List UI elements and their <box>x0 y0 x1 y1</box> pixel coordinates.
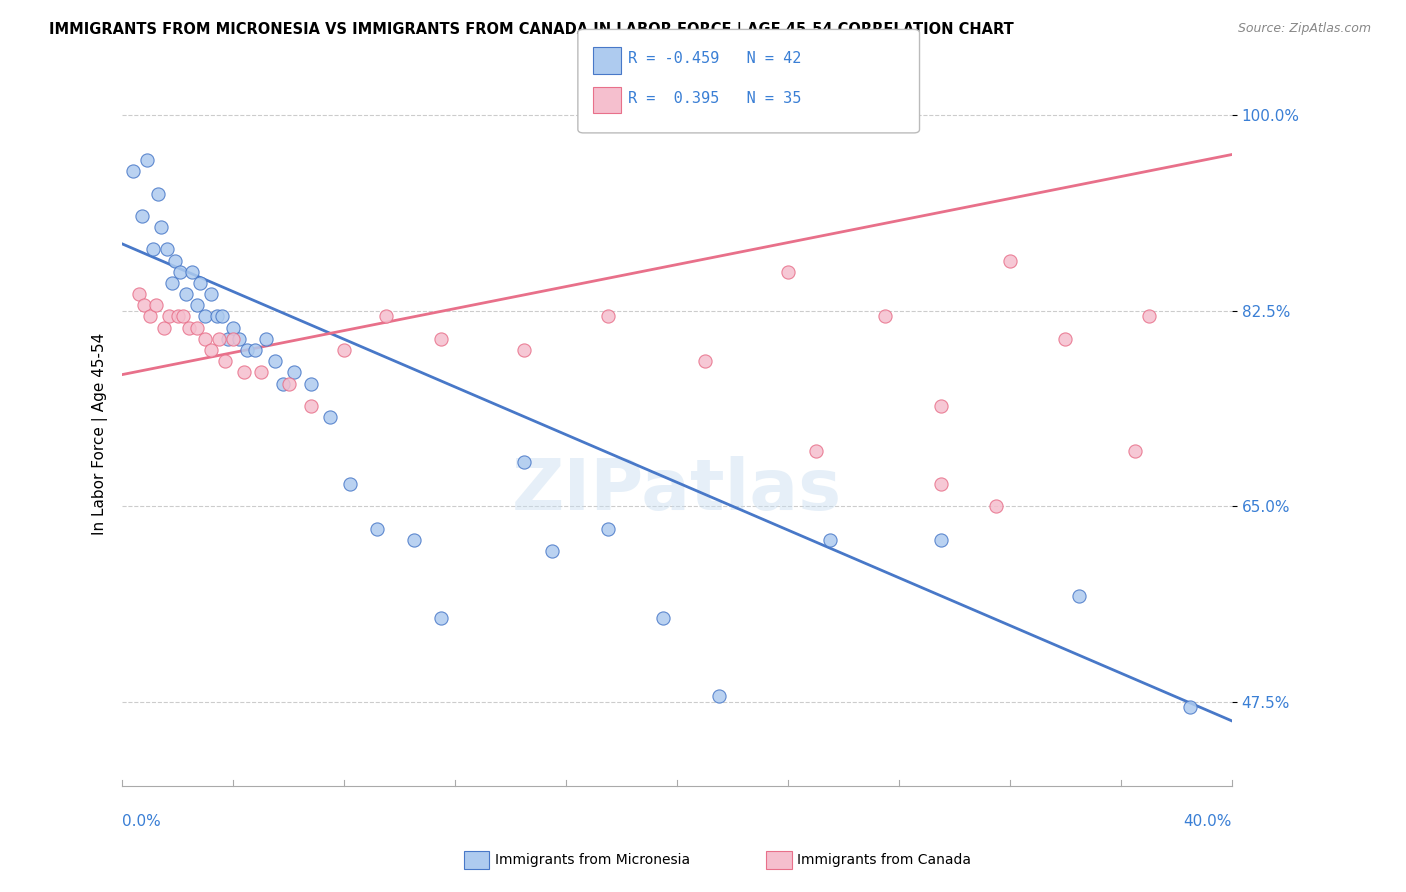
Point <box>142 243 165 257</box>
Point <box>200 287 222 301</box>
Point <box>188 276 211 290</box>
Point <box>277 376 299 391</box>
Point <box>245 343 267 357</box>
Point <box>299 376 322 391</box>
Point <box>271 376 294 391</box>
Point <box>1069 589 1091 603</box>
Point <box>194 310 217 324</box>
Point <box>707 690 730 704</box>
Point <box>222 332 245 346</box>
Text: 0.0%: 0.0% <box>122 814 160 829</box>
Point <box>430 332 453 346</box>
Point <box>139 310 162 324</box>
Point <box>693 354 716 368</box>
Point <box>366 522 388 536</box>
Point <box>134 298 156 312</box>
Point <box>776 265 799 279</box>
Point <box>150 220 173 235</box>
Point <box>1123 443 1146 458</box>
Text: Immigrants from Canada: Immigrants from Canada <box>797 853 972 867</box>
Point <box>541 544 564 558</box>
Point <box>128 287 150 301</box>
Point <box>169 265 191 279</box>
Point <box>200 343 222 357</box>
Point <box>166 310 188 324</box>
Point <box>929 399 952 413</box>
Point <box>250 365 273 379</box>
Point <box>818 533 841 547</box>
Point <box>153 320 176 334</box>
Point <box>513 343 536 357</box>
Point <box>596 522 619 536</box>
Point <box>875 310 897 324</box>
Point <box>211 310 233 324</box>
Point <box>155 243 177 257</box>
Point <box>160 276 183 290</box>
Point <box>299 399 322 413</box>
Point <box>217 332 239 346</box>
Point <box>1180 700 1202 714</box>
Point <box>402 533 425 547</box>
Point <box>136 153 159 167</box>
Point <box>929 533 952 547</box>
Text: R = -0.459   N = 42: R = -0.459 N = 42 <box>628 52 801 66</box>
Text: Immigrants from Micronesia: Immigrants from Micronesia <box>495 853 690 867</box>
Point <box>596 310 619 324</box>
Point <box>236 343 259 357</box>
Point <box>1137 310 1160 324</box>
Point <box>804 443 827 458</box>
Point <box>186 320 208 334</box>
Text: 40.0%: 40.0% <box>1184 814 1232 829</box>
Point <box>283 365 305 379</box>
Point <box>145 298 167 312</box>
Point <box>233 365 256 379</box>
Point <box>180 265 202 279</box>
Text: R =  0.395   N = 35: R = 0.395 N = 35 <box>628 91 801 105</box>
Point <box>1054 332 1077 346</box>
Point <box>652 611 675 625</box>
Point <box>157 310 180 324</box>
Point <box>339 477 361 491</box>
Point <box>163 253 186 268</box>
Point <box>984 500 1007 514</box>
Point <box>513 455 536 469</box>
Point <box>131 209 153 223</box>
Point <box>172 310 194 324</box>
Point <box>208 332 231 346</box>
Point <box>333 343 356 357</box>
Point <box>122 164 145 178</box>
Point <box>205 310 228 324</box>
Point <box>214 354 236 368</box>
Y-axis label: In Labor Force | Age 45-54: In Labor Force | Age 45-54 <box>93 333 108 535</box>
Point <box>186 298 208 312</box>
Text: IMMIGRANTS FROM MICRONESIA VS IMMIGRANTS FROM CANADA IN LABOR FORCE | AGE 45-54 : IMMIGRANTS FROM MICRONESIA VS IMMIGRANTS… <box>49 22 1014 38</box>
Point <box>998 253 1021 268</box>
Point <box>319 410 342 425</box>
Point <box>374 310 396 324</box>
Point <box>929 477 952 491</box>
Text: ZIPatlas: ZIPatlas <box>512 456 842 524</box>
Text: Source: ZipAtlas.com: Source: ZipAtlas.com <box>1237 22 1371 36</box>
Point <box>222 320 245 334</box>
Point <box>256 332 278 346</box>
Point <box>263 354 285 368</box>
Point <box>430 611 453 625</box>
Point <box>228 332 250 346</box>
Point <box>148 186 170 201</box>
Point <box>177 320 200 334</box>
Point <box>194 332 217 346</box>
Point <box>174 287 197 301</box>
